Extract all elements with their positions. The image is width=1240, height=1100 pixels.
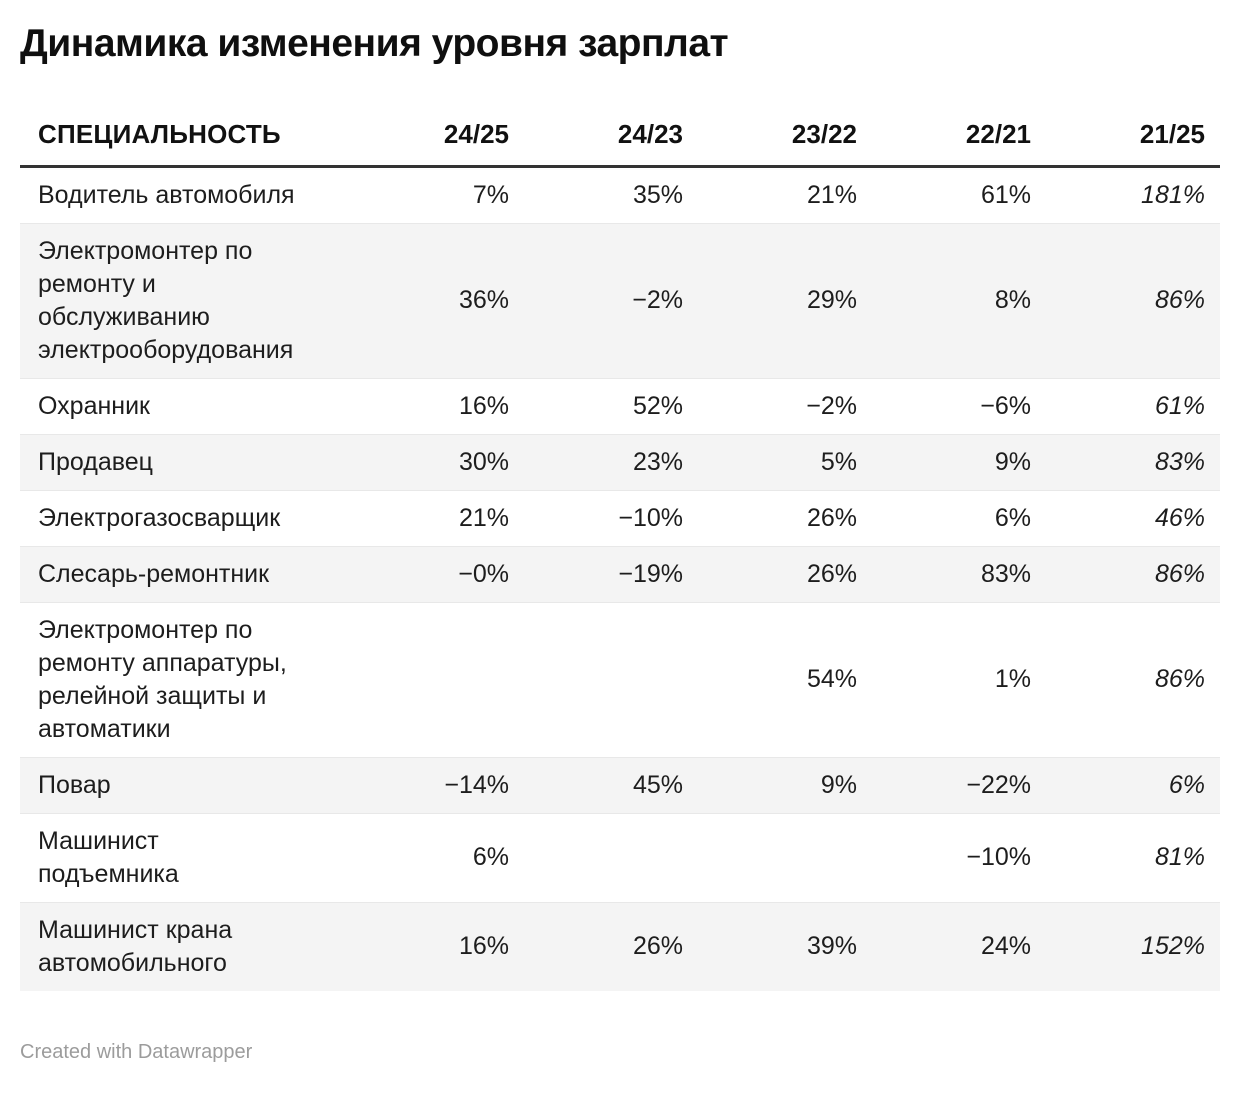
header-row: СПЕЦИАЛЬНОСТЬ 24/25 24/23 23/22 22/21 21/25	[20, 112, 1220, 168]
value-cell: −10%	[857, 812, 1031, 903]
row-label: Электромонтер по ремонту и обслуживанию …	[20, 222, 335, 379]
value-cell: 86%	[1031, 545, 1220, 603]
value-cell: 45%	[509, 756, 683, 814]
value-cell: −14%	[335, 756, 509, 814]
value-cell: 6%	[857, 489, 1031, 547]
value-cell: −2%	[683, 377, 857, 435]
value-cell: 46%	[1031, 489, 1220, 547]
table-row: Слесарь-ремонтник −0% −19% 26% 83% 86%	[20, 545, 1220, 603]
value-cell: 54%	[683, 601, 857, 758]
value-cell	[335, 601, 509, 758]
value-cell: 26%	[683, 545, 857, 603]
value-cell: −19%	[509, 545, 683, 603]
table-row: Машинист подъемника 6% −10% 81%	[20, 812, 1220, 903]
value-cell: −2%	[509, 222, 683, 379]
row-label: Продавец	[20, 433, 335, 491]
value-cell: 86%	[1031, 222, 1220, 379]
value-cell: 152%	[1031, 901, 1220, 991]
row-label: Повар	[20, 756, 335, 814]
value-cell: 26%	[509, 901, 683, 991]
row-label: Машинист крана автомобильного	[20, 901, 335, 991]
value-cell: 86%	[1031, 601, 1220, 758]
table-row: Машинист крана автомобильного 16% 26% 39% 24…	[20, 901, 1220, 991]
value-cell: 21%	[806, 180, 857, 209]
value-cell: 9%	[683, 756, 857, 814]
column-header-period: 23/22	[683, 112, 857, 168]
column-header-specialty: СПЕЦИАЛЬНОСТЬ	[20, 112, 335, 168]
table-row: Электрогазосварщик 21% −10% 26% 6% 46%	[20, 489, 1220, 547]
value-cell: 81%	[1031, 812, 1220, 903]
column-header-period: 24/23	[509, 112, 683, 168]
value-cell: 52%	[509, 377, 683, 435]
table-row: Водитель автомобиля 7% 35% 21% 61% 181%	[20, 166, 1220, 223]
row-label: Водитель автомобиля	[38, 180, 295, 209]
column-header-period: 24/25	[335, 112, 509, 168]
table-row: Электромонтер по ремонту аппаратуры, рел…	[20, 601, 1220, 758]
value-cell: 6%	[1031, 756, 1220, 814]
value-cell: 8%	[857, 222, 1031, 379]
value-cell: 181%	[1141, 180, 1205, 209]
chart-title: Динамика изменения уровня зарплат	[20, 22, 729, 65]
table-row: Охранник 16% 52% −2% −6% 61%	[20, 377, 1220, 435]
value-cell: 16%	[335, 901, 509, 991]
value-cell: 83%	[1031, 433, 1220, 491]
salary-change-table: СПЕЦИАЛЬНОСТЬ 24/25 24/23 23/22 22/21 21/25 В…	[20, 112, 1220, 991]
value-cell: 5%	[683, 433, 857, 491]
value-cell: 30%	[335, 433, 509, 491]
value-cell: 36%	[335, 222, 509, 379]
value-cell: 1%	[857, 601, 1031, 758]
value-cell: 35%	[632, 180, 683, 209]
value-cell: 24%	[857, 901, 1031, 991]
value-cell	[509, 601, 683, 758]
row-label: Охранник	[20, 377, 335, 435]
value-cell: −10%	[509, 489, 683, 547]
value-cell: 83%	[857, 545, 1031, 603]
row-label: Электромонтер по ремонту аппаратуры, рел…	[20, 601, 335, 758]
value-cell: 26%	[683, 489, 857, 547]
value-cell: 29%	[683, 222, 857, 379]
value-cell: 9%	[857, 433, 1031, 491]
value-cell: −22%	[857, 756, 1031, 814]
table-row: Повар −14% 45% 9% −22% 6%	[20, 756, 1220, 814]
value-cell: 61%	[1031, 377, 1220, 435]
table-row: Продавец 30% 23% 5% 9% 83%	[20, 433, 1220, 491]
table-row: Электромонтер по ремонту и обслуживанию …	[20, 222, 1220, 379]
value-cell: 6%	[335, 812, 509, 903]
value-cell: 21%	[335, 489, 509, 547]
value-cell: 7%	[472, 180, 509, 209]
column-header-period: 21/25	[1031, 112, 1220, 168]
datawrapper-attribution-link[interactable]: Created with Datawrapper	[20, 1040, 253, 1063]
row-label: Электрогазосварщик	[20, 489, 335, 547]
value-cell: −0%	[335, 545, 509, 603]
value-cell	[509, 812, 683, 903]
column-header-period: 22/21	[857, 112, 1031, 168]
value-cell	[683, 812, 857, 903]
row-label: Слесарь-ремонтник	[20, 545, 335, 603]
value-cell: 61%	[980, 180, 1031, 209]
row-label: Машинист подъемника	[20, 812, 335, 903]
value-cell: 16%	[335, 377, 509, 435]
value-cell: 23%	[509, 433, 683, 491]
value-cell: 39%	[683, 901, 857, 991]
table-body: Водитель автомобиля 7% 35% 21% 61% 181% Электр…	[20, 166, 1220, 991]
value-cell: −6%	[857, 377, 1031, 435]
